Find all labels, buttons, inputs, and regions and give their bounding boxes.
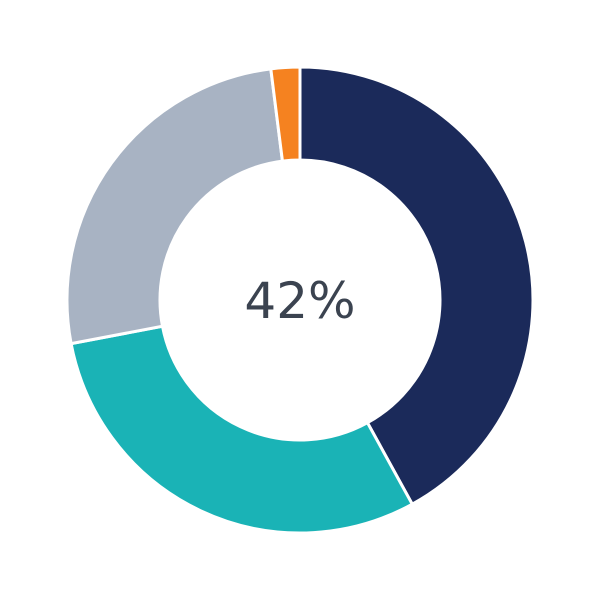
- donut-slice-1: [69, 324, 415, 535]
- donut-slice-3: [269, 65, 302, 163]
- slices: [65, 65, 535, 535]
- center-label: 42%: [244, 272, 355, 330]
- donut-slice-0: [298, 65, 535, 507]
- donut-slice-2: [65, 67, 285, 346]
